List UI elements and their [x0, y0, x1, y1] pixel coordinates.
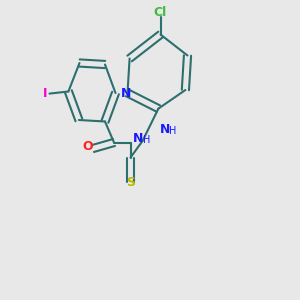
Text: H: H [169, 126, 177, 136]
Text: N: N [133, 131, 143, 145]
Text: N: N [121, 86, 131, 100]
Text: S: S [126, 176, 135, 190]
Text: O: O [82, 140, 93, 154]
Text: N: N [160, 123, 170, 136]
Text: H: H [142, 135, 150, 145]
Text: Cl: Cl [154, 6, 167, 19]
Text: I: I [43, 87, 47, 100]
